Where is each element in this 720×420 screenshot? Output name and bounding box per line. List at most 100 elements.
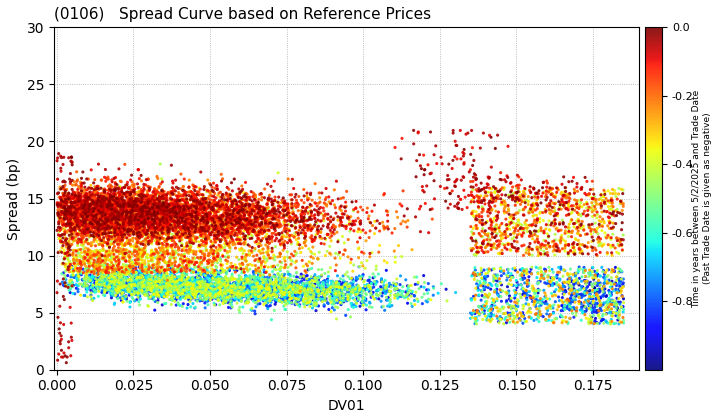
Point — [200, 288, 212, 294]
Point — [600, 208, 612, 215]
Point — [111, 294, 122, 300]
Point — [159, 213, 171, 220]
Point — [262, 305, 274, 312]
Point — [171, 284, 183, 291]
Point — [83, 210, 94, 217]
Point — [251, 211, 262, 218]
Point — [556, 307, 567, 314]
Point — [143, 216, 154, 223]
Point — [226, 213, 238, 220]
Point — [193, 281, 204, 287]
Point — [104, 200, 115, 206]
Point — [87, 209, 99, 216]
Point — [511, 239, 523, 245]
Point — [129, 223, 140, 229]
Point — [197, 225, 209, 232]
Point — [268, 285, 279, 291]
Point — [71, 216, 82, 223]
Point — [148, 223, 160, 230]
Point — [466, 297, 477, 304]
Point — [486, 227, 498, 234]
Point — [140, 284, 151, 291]
Point — [78, 201, 89, 208]
Point — [89, 215, 101, 222]
Point — [297, 284, 309, 290]
Point — [194, 278, 205, 285]
Point — [145, 220, 157, 226]
Point — [200, 235, 212, 242]
Point — [154, 256, 166, 262]
Point — [466, 127, 477, 134]
Point — [149, 204, 161, 211]
Point — [184, 231, 195, 238]
Point — [604, 206, 616, 213]
Point — [109, 200, 121, 206]
Point — [98, 216, 109, 223]
Point — [181, 223, 192, 230]
Point — [302, 284, 314, 291]
Point — [274, 297, 285, 304]
Point — [93, 225, 104, 231]
Point — [109, 243, 120, 249]
Point — [231, 254, 243, 260]
Point — [575, 286, 586, 293]
Point — [119, 242, 130, 249]
Point — [92, 219, 104, 226]
Point — [60, 282, 71, 289]
Point — [185, 242, 197, 249]
Point — [240, 265, 252, 272]
Point — [162, 289, 174, 296]
Point — [206, 269, 217, 276]
Point — [206, 226, 217, 233]
Point — [264, 210, 276, 216]
Point — [174, 236, 186, 242]
Point — [225, 238, 236, 245]
Point — [195, 279, 207, 286]
Point — [473, 308, 485, 315]
Point — [559, 318, 570, 324]
Point — [135, 218, 146, 225]
Point — [185, 209, 197, 216]
Point — [165, 268, 176, 275]
Point — [192, 287, 204, 294]
Point — [302, 286, 314, 292]
Point — [156, 264, 167, 271]
Point — [91, 232, 102, 239]
Point — [63, 344, 74, 351]
Point — [217, 253, 229, 260]
Point — [181, 289, 192, 295]
Point — [199, 211, 211, 218]
Point — [244, 217, 256, 224]
Point — [293, 296, 305, 302]
Point — [264, 285, 276, 292]
Point — [157, 225, 168, 231]
Point — [485, 242, 497, 249]
Point — [99, 194, 111, 200]
Point — [197, 204, 208, 211]
Point — [485, 310, 497, 317]
Point — [191, 259, 202, 265]
Point — [151, 200, 163, 207]
Point — [436, 160, 448, 167]
Point — [114, 213, 125, 219]
Point — [212, 275, 224, 282]
Point — [59, 192, 71, 199]
Point — [98, 220, 109, 227]
Point — [137, 228, 148, 234]
Point — [110, 222, 122, 228]
Point — [229, 213, 240, 219]
Point — [113, 213, 125, 220]
Point — [271, 286, 282, 292]
Point — [203, 296, 215, 303]
Point — [166, 235, 178, 242]
Point — [112, 197, 124, 204]
Point — [248, 203, 259, 210]
Point — [215, 203, 226, 210]
Point — [140, 218, 152, 225]
Point — [171, 284, 182, 290]
Point — [578, 289, 590, 296]
Point — [67, 195, 78, 202]
Point — [72, 200, 84, 206]
Point — [212, 192, 224, 199]
Point — [220, 297, 232, 304]
